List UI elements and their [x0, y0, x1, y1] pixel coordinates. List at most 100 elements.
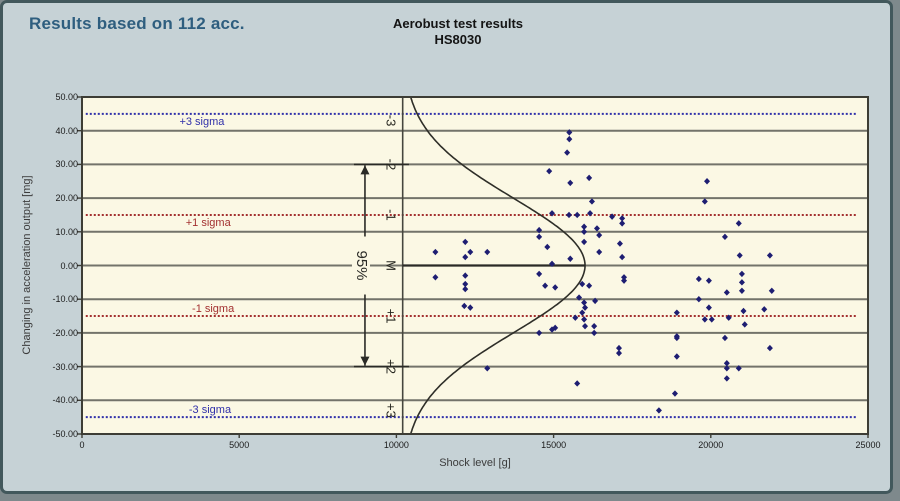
scatter-point	[723, 365, 730, 372]
scatter-point	[546, 167, 553, 175]
results-note: Results based on 112 acc.	[29, 14, 245, 33]
scatter-point	[701, 198, 708, 205]
sigma-scale-label: -2	[384, 159, 399, 171]
scatter-point	[738, 270, 745, 278]
scatter-point	[655, 407, 662, 414]
sigma-scale-label: -3	[384, 115, 399, 127]
scatter-point	[467, 248, 474, 256]
sigma-scale-label: M	[384, 260, 399, 271]
x-tick-label: 0	[79, 440, 85, 450]
scatter-point	[619, 220, 626, 227]
x-tick-label: 10000	[383, 440, 409, 450]
sigma-scale-label: +3	[384, 403, 399, 418]
scatter-point	[588, 198, 595, 205]
scatter-point	[695, 296, 702, 303]
scatter-point	[581, 316, 588, 323]
y-tick-label: 30.00	[55, 159, 78, 170]
scatter-point	[432, 274, 439, 281]
scatter-point	[609, 213, 616, 220]
chart-subtitle: HS8030	[434, 32, 482, 47]
sigma-line-label: -3 sigma	[189, 404, 232, 416]
scatter-point	[619, 215, 626, 222]
scatter-point	[673, 334, 680, 342]
scatter-point	[536, 226, 543, 234]
scatter-point	[567, 255, 574, 262]
scatter-point	[761, 306, 768, 313]
y-tick-label: 40.00	[55, 125, 78, 136]
scatter-point	[536, 270, 543, 278]
scatter-point	[741, 321, 748, 328]
scatter-point	[621, 274, 628, 281]
scatter-point	[566, 129, 573, 136]
y-tick-label: -50.00	[52, 429, 78, 439]
scatter-point	[705, 277, 712, 284]
scatter-point	[581, 299, 588, 306]
y-tick-label: 20.00	[55, 193, 78, 204]
scatter-point	[566, 211, 573, 219]
scatter-point	[461, 302, 468, 310]
scatter-point	[579, 309, 586, 316]
sigma-line-label: +1 sigma	[186, 217, 232, 229]
sigma-line-label: +3 sigma	[179, 116, 225, 128]
scatter-point	[735, 365, 742, 372]
scatter-point	[766, 344, 773, 352]
x-tick-label: 15000	[541, 440, 567, 450]
scatter-point	[591, 329, 598, 337]
scatter-point	[582, 304, 589, 311]
scatter-point	[740, 307, 747, 315]
interval-label-bg	[351, 236, 370, 295]
scatter-point	[738, 279, 745, 286]
scatter-point	[549, 260, 556, 268]
arrowhead-down	[360, 356, 370, 366]
scatter-point	[723, 375, 730, 382]
scatter-point	[621, 277, 628, 284]
scatter-point	[484, 248, 491, 256]
scatter-point	[738, 287, 745, 294]
chart-title: Aerobust test results	[392, 16, 524, 31]
scatter-point	[616, 240, 623, 247]
scatter-point	[572, 314, 579, 321]
scatter-point	[596, 231, 603, 239]
scatter-point	[549, 210, 556, 217]
scatter-point	[467, 304, 474, 311]
y-tick-label: -10.00	[52, 294, 78, 305]
scatter-point	[581, 238, 588, 246]
x-tick-label: 5000	[229, 440, 250, 450]
scatter-point	[735, 220, 742, 227]
scatter-point	[536, 233, 543, 241]
y-tick-label: 10.00	[55, 226, 78, 237]
scatter-point	[615, 344, 622, 352]
scatter-point	[567, 179, 574, 187]
scatter-point	[587, 210, 594, 217]
scatter-point	[721, 233, 728, 241]
scatter-point	[615, 349, 622, 357]
scatter-point	[673, 309, 680, 316]
scatter-point	[462, 272, 469, 279]
scatter-point	[574, 380, 581, 387]
scatter-point	[592, 297, 599, 305]
scatter-point	[705, 304, 712, 311]
scatter-point	[462, 238, 469, 246]
scatter-point	[701, 316, 708, 323]
sigma-line-label: -1 sigma	[192, 303, 235, 315]
scatter-point	[673, 353, 680, 360]
scatter-point	[695, 275, 702, 283]
scatter-point	[593, 225, 600, 232]
sigma-scale-label: -1	[384, 209, 399, 221]
sigma-scale-label: +2	[384, 359, 399, 374]
scatter-point	[723, 360, 730, 367]
sigma-scale-label: +1	[384, 309, 399, 324]
y-tick-label: -40.00	[52, 395, 78, 406]
x-tick-label: 20000	[698, 440, 724, 450]
scatter-point	[736, 252, 743, 259]
scatter-point	[619, 253, 626, 261]
scatter-point	[671, 390, 678, 397]
scatter-point	[432, 248, 439, 256]
scatter-point	[484, 365, 491, 372]
interval-label: 95%	[353, 250, 370, 280]
x-axis-title: Shock level [g]	[439, 457, 511, 469]
arrowhead-up	[360, 165, 370, 175]
y-tick-label: -30.00	[52, 361, 78, 372]
scatter-point	[768, 287, 775, 294]
scatter-point	[581, 223, 588, 230]
